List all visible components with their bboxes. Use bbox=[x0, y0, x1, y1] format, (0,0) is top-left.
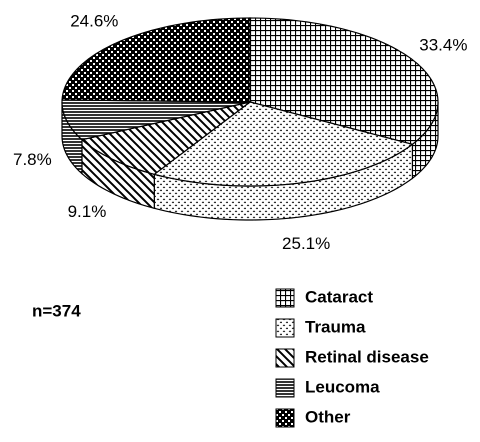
legend-swatch bbox=[275, 288, 295, 308]
slice bbox=[152, 101, 414, 187]
value-label: 24.6% bbox=[70, 11, 118, 30]
value-label: 25.1% bbox=[282, 234, 330, 253]
legend-label: Trauma bbox=[305, 317, 366, 336]
legend-label: Retinal disease bbox=[305, 347, 429, 366]
legend-label: Other bbox=[305, 407, 351, 426]
legend-label: Leucoma bbox=[305, 377, 380, 396]
slice bbox=[80, 101, 251, 175]
value-label: 9.1% bbox=[68, 202, 107, 221]
slice bbox=[249, 17, 439, 145]
legend-swatch bbox=[275, 408, 295, 428]
legend-label: Cataract bbox=[305, 287, 373, 306]
slice bbox=[61, 17, 251, 103]
legend-swatch bbox=[275, 378, 295, 398]
value-label: 33.4% bbox=[419, 36, 467, 55]
value-label: 7.8% bbox=[13, 150, 52, 169]
legend-swatch bbox=[275, 348, 295, 368]
legend-swatch bbox=[275, 318, 295, 338]
sample-size: n=374 bbox=[32, 301, 81, 320]
slice bbox=[61, 99, 251, 141]
